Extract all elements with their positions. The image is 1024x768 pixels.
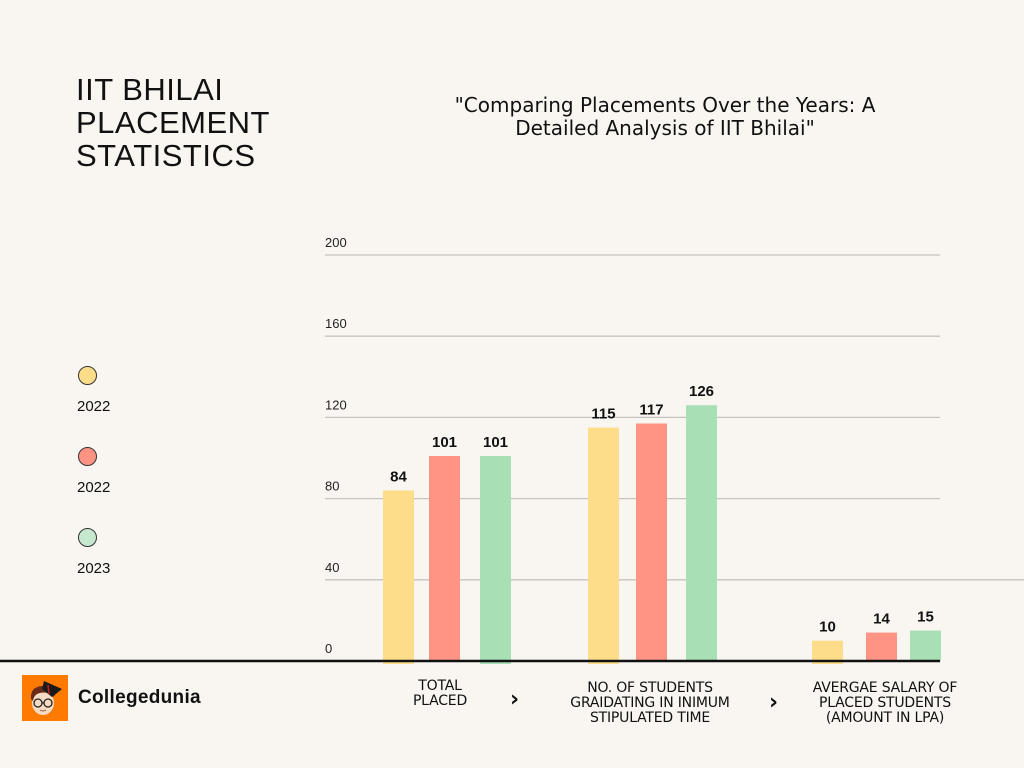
category-label-total-placed: TOTAL PLACED bbox=[380, 679, 500, 709]
category-label-students-graduating: NO. OF STUDENTS GRAIDATING IN INIMUM STI… bbox=[550, 681, 750, 726]
legend-swatch bbox=[78, 366, 97, 385]
bar bbox=[383, 490, 414, 664]
chart-title-line: "Comparing Placements Over the Years: A bbox=[454, 93, 876, 117]
legend-item: 2022 bbox=[76, 366, 176, 447]
category-label-line: NO. OF STUDENTS bbox=[587, 680, 713, 696]
title-line: PLACEMENT bbox=[76, 105, 270, 140]
legend-item: 2022 bbox=[76, 447, 176, 528]
bar bbox=[636, 423, 667, 661]
collegedunia-logo bbox=[22, 675, 68, 721]
data-label: 115 bbox=[591, 406, 615, 423]
y-tick-label: 160 bbox=[325, 316, 347, 331]
data-label: 101 bbox=[432, 434, 457, 451]
y-tick-label: 0 bbox=[325, 641, 332, 656]
category-label-line: PLACED bbox=[412, 693, 468, 709]
data-label: 84 bbox=[390, 468, 407, 485]
bar bbox=[812, 640, 843, 664]
category-label-line: TOTAL bbox=[418, 678, 462, 694]
legend-label: 2022 bbox=[77, 398, 111, 415]
legend-swatch bbox=[78, 528, 97, 547]
category-label-line: PLACED STUDENTS bbox=[819, 695, 951, 711]
legend-swatch bbox=[78, 447, 97, 466]
bar bbox=[480, 455, 511, 664]
chevron-right-icon: › bbox=[769, 690, 779, 715]
bar bbox=[429, 455, 460, 661]
title-line: IIT BHILAI bbox=[76, 72, 224, 107]
legend: 2022 2022 2023 bbox=[76, 366, 176, 609]
data-label: 117 bbox=[639, 401, 663, 418]
data-label: 15 bbox=[917, 609, 934, 626]
legend-label: 2023 bbox=[77, 560, 111, 577]
page-title: IIT BHILAI PLACEMENT STATISTICS bbox=[76, 73, 336, 172]
y-tick-label: 80 bbox=[325, 479, 339, 494]
mascot-icon bbox=[30, 681, 62, 715]
bar bbox=[866, 632, 897, 661]
title-line: STATISTICS bbox=[76, 138, 256, 173]
legend-item: 2023 bbox=[76, 528, 176, 609]
brand-name: Collegedunia bbox=[78, 687, 201, 708]
y-tick-label: 120 bbox=[325, 397, 347, 412]
y-tick-label: 40 bbox=[325, 560, 339, 575]
data-label: 14 bbox=[873, 611, 890, 628]
data-label: 101 bbox=[483, 434, 508, 451]
chart-title: "Comparing Placements Over the Years: A … bbox=[420, 94, 910, 140]
data-label: 126 bbox=[689, 383, 714, 400]
bar bbox=[588, 427, 619, 664]
chart-title-line: Detailed Analysis of IIT Bhilai" bbox=[515, 116, 815, 140]
category-label-line: (AMOUNT IN LPA) bbox=[825, 710, 945, 726]
data-label: 10 bbox=[819, 619, 836, 636]
category-label-line: GRAIDATING IN INIMUM bbox=[570, 695, 730, 711]
chevron-right-icon: › bbox=[510, 687, 520, 712]
category-label-line: STIPULATED TIME bbox=[589, 710, 711, 726]
category-label-line: AVERGAE SALARY OF bbox=[812, 680, 958, 696]
bar bbox=[910, 630, 941, 661]
legend-label: 2022 bbox=[77, 479, 111, 496]
category-label-average-salary: AVERGAE SALARY OF PLACED STUDENTS (AMOUN… bbox=[795, 681, 975, 726]
bar bbox=[686, 405, 717, 661]
y-tick-label: 200 bbox=[325, 235, 347, 250]
